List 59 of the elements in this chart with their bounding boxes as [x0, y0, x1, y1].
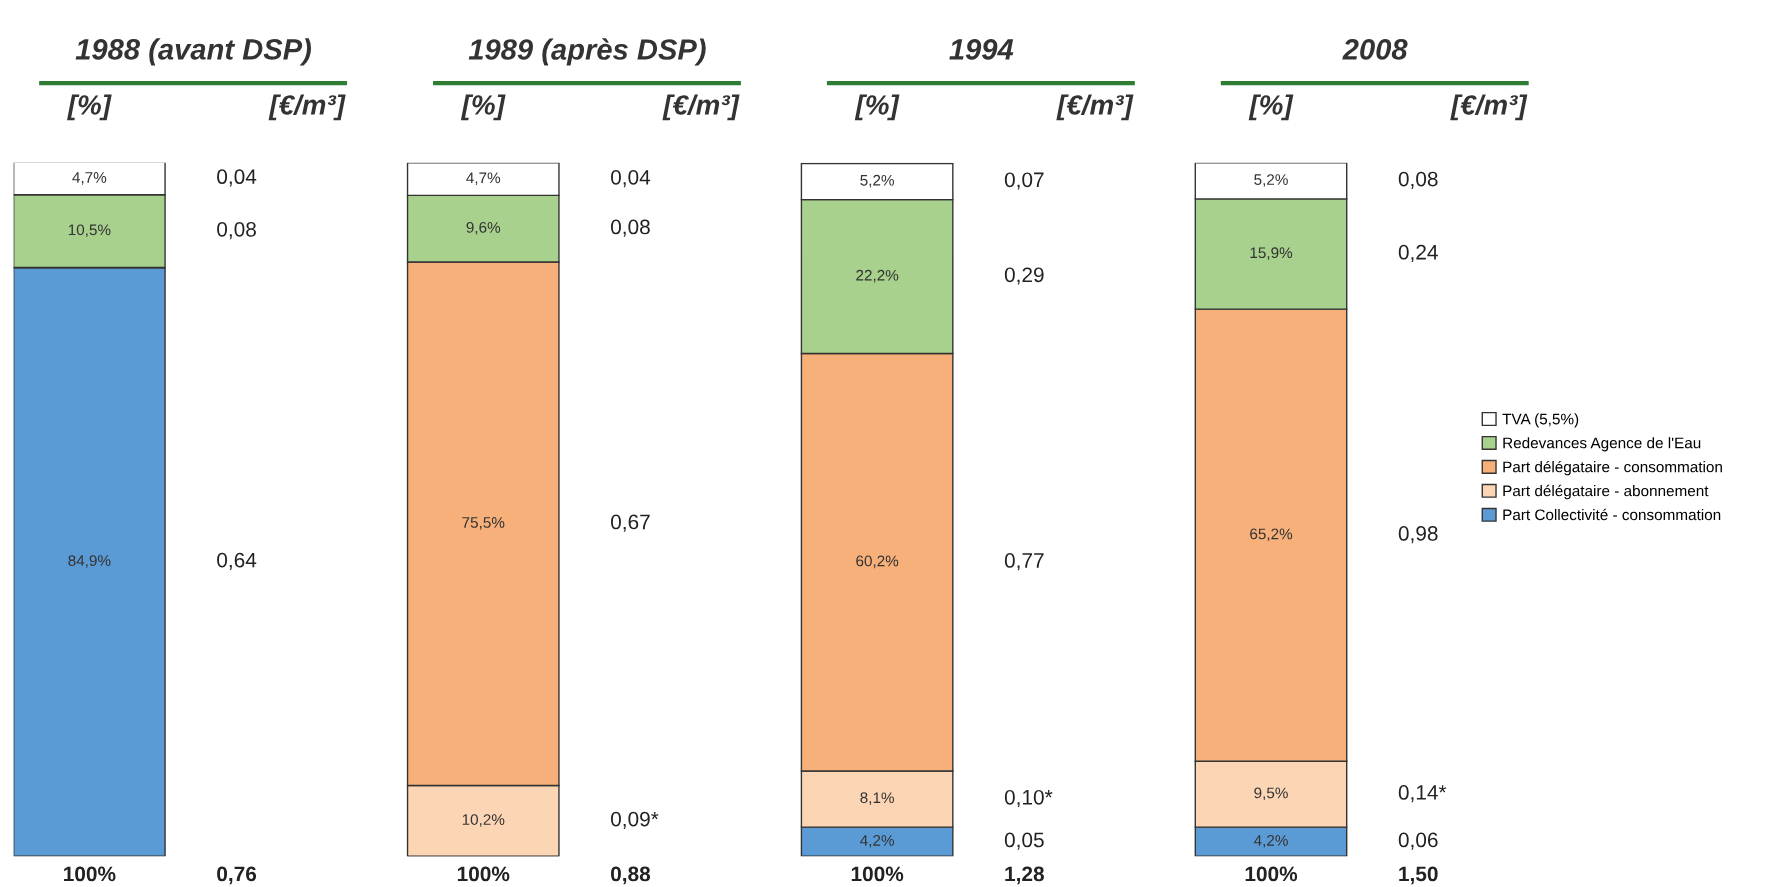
text: [%] — [854, 94, 900, 121]
text: [%] — [460, 94, 506, 121]
data-label: 15,9% — [1250, 247, 1293, 260]
annotation: 0,14* — [1398, 785, 1447, 803]
total-label: 100% — [851, 866, 904, 882]
annotation: 0,77 — [1004, 553, 1044, 571]
text: [%] — [1248, 94, 1294, 121]
x-tick-label: 1988 (avant DSP) — [75, 38, 312, 66]
data-label: 4,7% — [72, 172, 107, 185]
data-label: 60,2% — [856, 555, 899, 569]
text: 0,88 — [611, 866, 651, 885]
legend-label: Part délégataire - abonnement — [1503, 484, 1709, 500]
x-tick-label: 1989 (après DSP) — [468, 38, 706, 66]
data-label: 5,2% — [860, 174, 894, 188]
annotation: 0,09* — [610, 811, 659, 829]
annotation: 0,08 — [610, 219, 650, 237]
total-label: 100% — [64, 866, 116, 882]
x-tick-label: 1994 — [949, 39, 1014, 60]
x-tick-label: 2008 — [1342, 39, 1408, 60]
annotation: 0,06 — [1398, 832, 1438, 850]
text: [€/m³] — [1056, 94, 1134, 121]
annotation: 0,04 — [217, 169, 257, 187]
annotation: 0,24 — [1398, 244, 1438, 263]
legend-label: Redevances Agence de l'Eau — [1503, 437, 1701, 452]
total-label: 100% — [1245, 866, 1298, 882]
annotation: 0,08 — [1398, 171, 1438, 189]
annotation: 0,08 — [217, 221, 256, 240]
annotation: 0,04 — [610, 169, 651, 188]
data-label: 9,6% — [466, 221, 501, 235]
data-label: 10,5% — [68, 224, 111, 238]
legend-label: TVA (5,5%) — [1502, 413, 1579, 428]
data-label: 4,2% — [860, 834, 894, 848]
legend-label: Part Collectivité - consommation — [1503, 508, 1721, 521]
annotation: 0,29 — [1004, 267, 1044, 285]
annotation: 0,98 — [1398, 526, 1438, 544]
text: 0,76 — [217, 866, 257, 885]
data-label: 75,5% — [462, 517, 505, 530]
text: [€/m³] — [1450, 94, 1528, 121]
data-label: 9,5% — [1254, 787, 1288, 801]
data-label: 22,2% — [856, 269, 899, 283]
annotation: 0,64 — [217, 552, 257, 570]
text: 1,50 — [1399, 866, 1438, 885]
annotation: 0,67 — [610, 514, 650, 532]
data-label: 5,2% — [1254, 174, 1288, 187]
data-label: 10,2% — [462, 814, 505, 827]
y2-axis-title: [€/m³] — [268, 94, 346, 121]
annotation: 0,10* — [1004, 789, 1053, 808]
annotation: 0,05 — [1004, 832, 1044, 850]
text: [€/m³] — [662, 94, 740, 121]
annotation: 0,07 — [1004, 172, 1044, 190]
text: 1,28 — [1005, 866, 1044, 885]
data-label: 84,9% — [68, 555, 111, 568]
y-axis-title: [%] — [67, 94, 112, 121]
data-label: 8,1% — [860, 792, 894, 805]
data-label: 65,2% — [1250, 528, 1293, 542]
legend-label: Part délégataire - consommation — [1503, 460, 1722, 476]
data-label: 4,7% — [466, 172, 501, 186]
data-label: 4,2% — [1253, 834, 1288, 848]
total-label: 100% — [457, 866, 510, 882]
